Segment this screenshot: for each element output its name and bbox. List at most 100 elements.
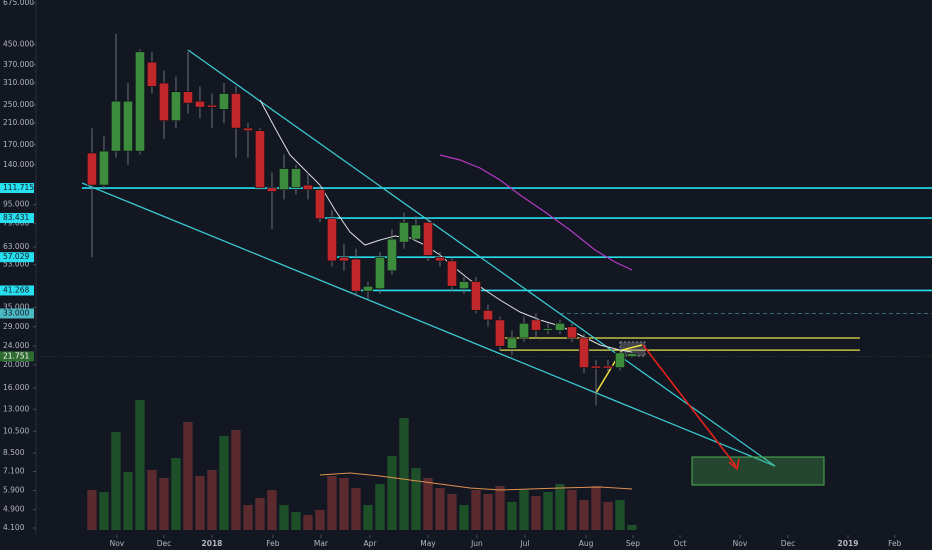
price-level-tag [0,285,34,296]
x-tick-label: Nov [110,539,125,548]
arrow-head [728,458,740,471]
y-tick-label: 53.000 [3,260,29,269]
candle-body [567,326,577,339]
candle-body [194,100,205,108]
candle-body [495,319,505,347]
trendline [81,182,776,467]
y-tick-label: 8.500 [3,448,25,457]
x-tick-label: Jun [470,539,483,548]
axes: 675.000 450.000 370.000 310.000 250.000 210.0… [0,0,902,548]
volume-bar [519,490,529,530]
x-tick-label: Oct [674,539,687,548]
candle-body [86,152,97,186]
y-tick-label: 4.900 [3,505,25,514]
volume-bar [279,505,289,530]
trendline [187,49,776,467]
volume-bar [99,492,109,530]
volume-bar [399,418,409,530]
y-tick-label: 450.000 [3,40,34,49]
volume-bar [615,500,625,530]
candle-body [374,256,385,289]
volume-bar [531,496,541,530]
candle-body [134,51,145,152]
volume-bar [423,478,433,530]
volume-bar [147,470,157,530]
price-level-tag [0,351,34,362]
y-tick-label: 16.000 [3,383,29,392]
x-tick-label: 2018 [202,539,223,548]
candle-body [302,184,313,190]
volume-bar [387,456,397,530]
candle-body [314,189,325,219]
volume-bar [495,486,505,530]
candle-body [206,104,217,108]
candle-body [230,93,241,129]
volume-bar [591,486,601,530]
x-tick-label: Mar [314,539,329,548]
y-tick-label: 79.000 [3,219,29,228]
candle-body [555,322,565,331]
candle-body [242,127,253,132]
candle-body [507,337,517,349]
volume-bar [183,422,193,530]
candle-body [615,352,625,368]
volume-bar [219,436,229,530]
candle-body [531,319,541,331]
price-level-tag [0,183,34,194]
volume-bar [171,458,181,530]
candle-body [278,168,289,190]
candle-body [434,256,445,262]
y-tick-label: 310.000 [3,78,34,87]
y-tick-label: 250.000 [3,100,34,109]
volume-bar [243,505,253,530]
price-level-label: 33.000 [3,308,29,317]
x-tick-label: Apr [364,539,378,548]
candle-body [482,310,493,321]
volume-bar [579,500,589,530]
candle-body [326,218,337,262]
y-tick-label: 29.000 [3,322,29,331]
moving-average-long [439,154,633,271]
volume-bar [303,515,313,530]
candle-body [470,281,481,311]
candles [86,33,637,406]
candle-body [98,150,109,186]
volume-bar [375,484,385,530]
candle-body [146,61,157,87]
candle-body [398,222,409,243]
y-tick-label: 13.000 [3,404,29,413]
levels [40,187,932,357]
volume-bar [507,502,517,530]
candle-body [362,285,373,292]
x-tick-label: Dec [157,539,172,548]
volume-bar [411,468,421,530]
y-tick-label: 63.000 [3,242,29,251]
candle-body [627,353,637,357]
volume-bar [555,484,565,530]
volume-bar [123,472,133,530]
volume-bar [627,525,637,530]
price-level-tag [0,213,34,224]
x-tick-label: Sep [626,539,640,548]
drawings [81,49,825,491]
candle-body [158,82,169,121]
candle-body [591,365,601,369]
x-tick-label: Feb [888,539,902,548]
volume-bar [483,494,493,530]
candle-body [266,187,277,192]
volume-bar [459,505,469,530]
volume-bar [351,488,361,530]
candle-body [386,238,397,272]
candle-body [122,100,133,152]
price-level-label: 21.751 [3,351,29,360]
target-box [691,456,825,486]
x-tick-label: Dec [781,539,796,548]
y-tick-label: 170.000 [3,140,34,149]
candle-body [254,130,265,189]
candle-body [579,337,589,368]
price-level-tag [0,308,34,319]
volume-bar [255,498,265,530]
volume-bar [159,478,169,530]
candle-body [603,365,613,369]
candle-body [110,100,121,152]
